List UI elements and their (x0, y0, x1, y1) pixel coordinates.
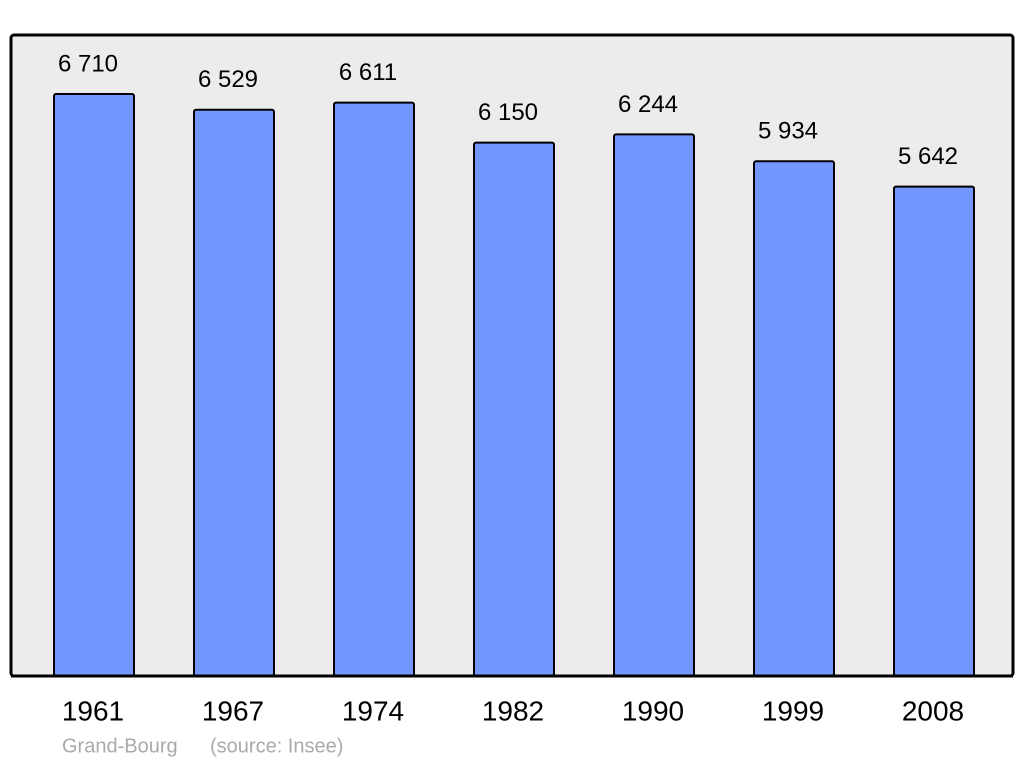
bar (333, 101, 415, 677)
x-tick-label: 1974 (342, 695, 404, 726)
x-tick-label: 1982 (482, 695, 544, 726)
bar (893, 185, 975, 677)
x-tick-label: 1967 (202, 695, 264, 726)
bar (753, 160, 835, 677)
value-label: 6 244 (618, 91, 678, 118)
bar (193, 108, 275, 677)
value-label: 6 611 (339, 59, 397, 86)
x-tick-label: 1990 (622, 695, 684, 726)
bar (473, 141, 555, 678)
value-label: 5 934 (758, 118, 818, 145)
bar (613, 133, 695, 678)
x-tick-label: 1999 (762, 695, 824, 726)
place-name: Grand-Bourg (62, 735, 178, 757)
x-tick-label: 1961 (62, 695, 124, 726)
value-label: 6 710 (58, 50, 118, 77)
bar (53, 93, 135, 677)
value-label: 6 150 (478, 99, 538, 126)
source-note: (source: Insee) (210, 735, 343, 757)
value-label: 6 529 (198, 66, 258, 93)
value-label: 5 642 (898, 143, 958, 170)
x-tick-label: 2008 (902, 695, 964, 726)
